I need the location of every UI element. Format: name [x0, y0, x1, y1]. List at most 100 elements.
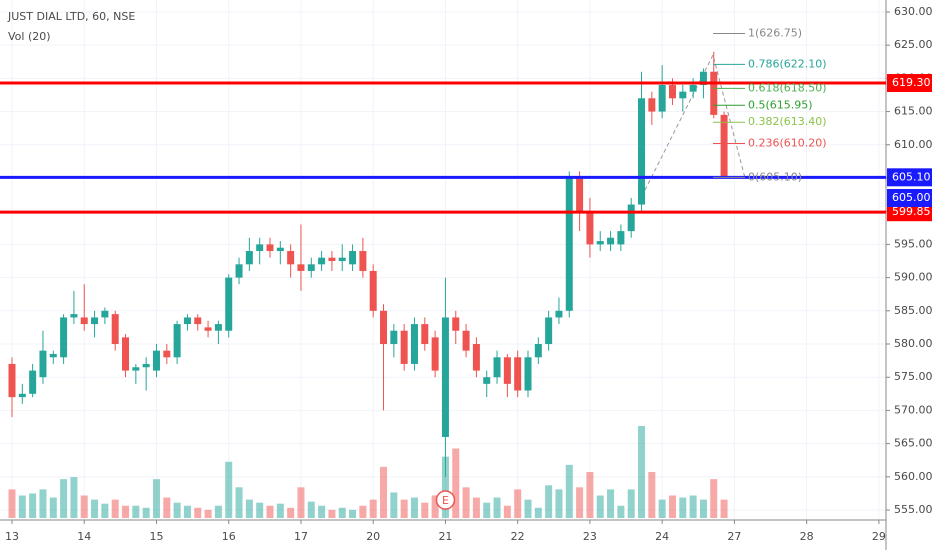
y-tick-label: 565.00: [894, 437, 932, 450]
volume-bar: [627, 489, 635, 518]
y-tick-label: 595.00: [894, 237, 932, 250]
volume-bar: [18, 495, 26, 518]
volume-bar: [328, 509, 336, 518]
candle-body: [256, 244, 264, 252]
x-tick-label: 20: [366, 530, 380, 543]
volume-bar: [297, 487, 305, 518]
volume-bar: [493, 497, 501, 518]
candle-body: [607, 237, 615, 245]
candle-body: [679, 91, 687, 99]
y-tick-label: 555.00: [894, 503, 932, 516]
candle-body: [173, 324, 181, 358]
candle-body: [60, 317, 68, 358]
volume-bar: [369, 499, 377, 518]
volume-bar: [287, 507, 295, 518]
candle-body: [576, 177, 584, 212]
y-tick-label: 615.00: [894, 105, 932, 118]
candle-body: [204, 327, 212, 331]
candle-body: [483, 377, 491, 384]
candle-body: [338, 257, 346, 261]
candle-body: [266, 244, 274, 252]
y-tick-label: 610.00: [894, 138, 932, 151]
candle-body: [369, 270, 377, 311]
volume-bar: [483, 502, 491, 518]
candle-body: [132, 367, 140, 371]
candle-body: [493, 357, 501, 378]
candle-body: [101, 310, 109, 318]
candle-body: [349, 251, 357, 265]
candle-body: [699, 71, 707, 86]
candle-body: [710, 71, 718, 115]
volume-bar: [390, 492, 398, 518]
price-tag-label: 605.10: [892, 170, 931, 183]
y-tick-label: 630.00: [894, 5, 932, 18]
y-tick-label: 575.00: [894, 370, 932, 383]
candle-body: [287, 251, 295, 265]
volume-bar: [668, 495, 676, 518]
y-tick-label: 590.00: [894, 271, 932, 284]
volume-bar: [699, 499, 707, 518]
fib-label: 0.786(622.10): [748, 57, 827, 70]
y-tick-label: 625.00: [894, 38, 932, 51]
candle-body: [627, 204, 635, 232]
x-tick-label: 21: [438, 530, 452, 543]
volume-bar: [380, 466, 388, 518]
candle-body: [658, 85, 666, 112]
volume-bar: [225, 461, 233, 518]
candle-body: [307, 264, 315, 271]
candle-body: [638, 98, 646, 205]
indicator-label: Vol (20): [8, 30, 51, 43]
candle-body: [142, 363, 150, 368]
candle-body: [8, 363, 16, 398]
candle-body: [70, 314, 78, 318]
candle-body: [524, 357, 532, 391]
volume-bar: [122, 505, 130, 518]
fib-label: 0.618(618.50): [748, 81, 827, 94]
candle-body: [410, 324, 418, 364]
candle-body: [91, 317, 99, 325]
volume-bar: [472, 497, 480, 518]
last-price-tag: [887, 188, 932, 207]
volume-bar: [555, 489, 563, 518]
candle-body: [80, 317, 88, 325]
x-tick-label: 22: [511, 530, 525, 543]
volume-bar: [400, 499, 408, 518]
candle-body: [565, 177, 573, 311]
volume-bar: [524, 499, 532, 518]
volume-bar: [235, 487, 243, 518]
candle-body: [617, 231, 625, 245]
price-tag-label: 599.85: [892, 205, 931, 218]
candle-body: [689, 85, 697, 92]
price-tag: [887, 74, 932, 93]
volume-bar: [596, 495, 604, 518]
candle-body: [245, 251, 253, 265]
candle-body: [297, 264, 305, 271]
candle-body: [225, 277, 233, 331]
volume-bar: [648, 472, 656, 518]
volume-bar: [421, 502, 429, 518]
candle-body: [276, 247, 284, 252]
volume-bar: [111, 499, 119, 518]
candle-body: [472, 344, 480, 371]
candle-body: [431, 337, 439, 371]
candle-body: [194, 317, 202, 325]
candle-body: [534, 344, 542, 358]
y-tick-label: 570.00: [894, 403, 932, 416]
candle-body: [545, 317, 553, 345]
candle-body: [596, 241, 604, 245]
fib-label: 0(605.10): [748, 170, 802, 183]
x-tick-label: 13: [5, 530, 19, 543]
x-tick-label: 15: [149, 530, 163, 543]
volume-bar: [307, 501, 315, 518]
volume-bar: [349, 509, 357, 518]
volume-bar: [173, 502, 181, 518]
volume-bar: [39, 489, 47, 518]
candle-body: [163, 350, 171, 358]
fib-label: 1(626.75): [748, 27, 802, 40]
earnings-marker: [435, 490, 456, 510]
volume-bar: [338, 507, 346, 518]
fib-trendline: [644, 53, 746, 191]
volume-bar: [132, 505, 140, 518]
